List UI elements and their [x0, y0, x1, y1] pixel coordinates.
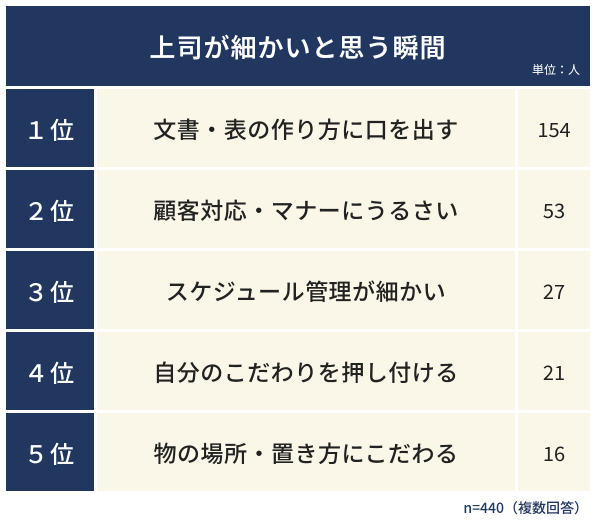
rank-cell: ４位: [6, 332, 94, 410]
rank-cell: １位: [6, 89, 94, 167]
table-body: １位 文書・表の作り方に口を出す 154 ２位 顧客対応・マナーにうるさい 53…: [6, 89, 590, 491]
label-cell: 物の場所・置き方にこだわる: [97, 413, 515, 491]
rank-cell: ３位: [6, 251, 94, 329]
footer-note: n=440（複数回答）: [6, 494, 590, 518]
count-cell: 53: [518, 170, 590, 248]
label-cell: 顧客対応・マナーにうるさい: [97, 170, 515, 248]
table-title: 上司が細かいと思う瞬間: [6, 28, 590, 65]
rank-cell: ５位: [6, 413, 94, 491]
ranking-table: 上司が細かいと思う瞬間 単位：人 １位 文書・表の作り方に口を出す 154 ２位…: [6, 6, 590, 518]
table-row: ５位 物の場所・置き方にこだわる 16: [6, 413, 590, 491]
table-header: 上司が細かいと思う瞬間 単位：人: [6, 6, 590, 86]
count-cell: 154: [518, 89, 590, 167]
table-row: １位 文書・表の作り方に口を出す 154: [6, 89, 590, 167]
label-cell: 文書・表の作り方に口を出す: [97, 89, 515, 167]
count-cell: 27: [518, 251, 590, 329]
label-cell: 自分のこだわりを押し付ける: [97, 332, 515, 410]
unit-label: 単位：人: [532, 61, 580, 78]
table-row: ３位 スケジュール管理が細かい 27: [6, 251, 590, 329]
label-cell: スケジュール管理が細かい: [97, 251, 515, 329]
rank-cell: ２位: [6, 170, 94, 248]
count-cell: 21: [518, 332, 590, 410]
table-row: ４位 自分のこだわりを押し付ける 21: [6, 332, 590, 410]
count-cell: 16: [518, 413, 590, 491]
table-row: ２位 顧客対応・マナーにうるさい 53: [6, 170, 590, 248]
